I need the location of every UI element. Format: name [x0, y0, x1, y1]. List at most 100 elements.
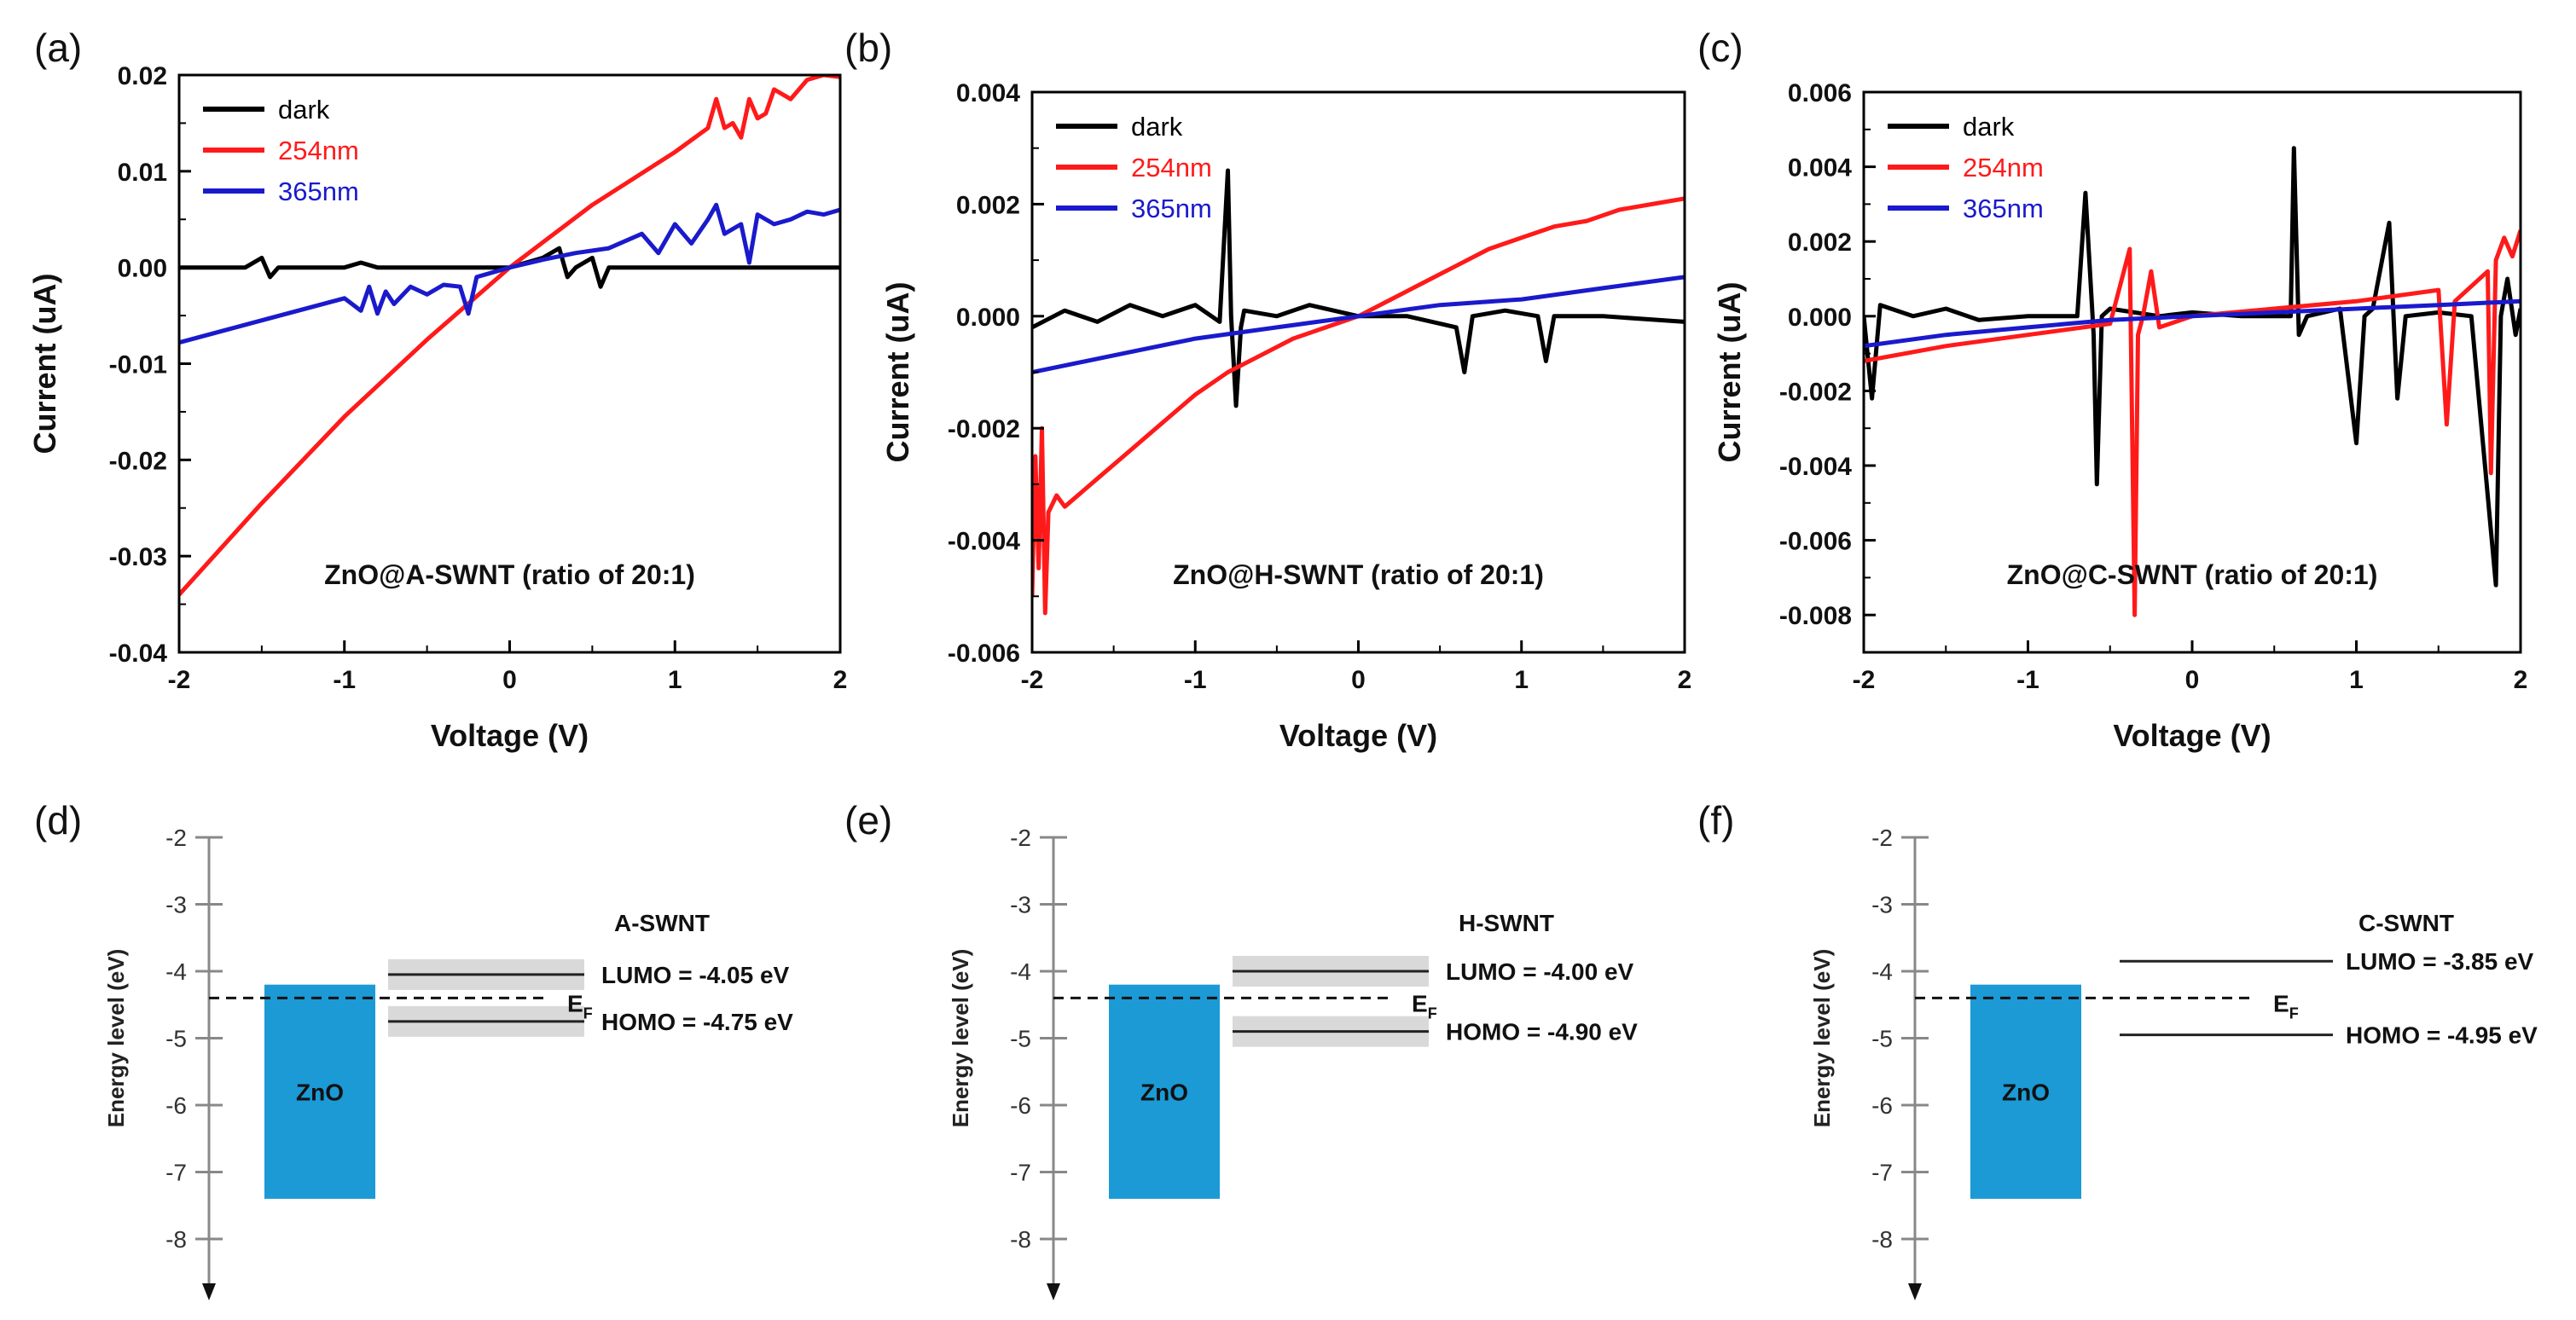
x-tick-label: -1 [333, 666, 356, 694]
energy-tick-label: -3 [1871, 892, 1893, 918]
fermi-label-main: E [2273, 990, 2289, 1016]
lumo-label: LUMO = -4.00 eV [1446, 958, 1634, 985]
energy-tick-label: -6 [165, 1092, 187, 1119]
chart-annotation: ZnO@A-SWNT (ratio of 20:1) [324, 559, 695, 590]
chart-annotation: ZnO@H-SWNT (ratio of 20:1) [1173, 559, 1544, 590]
x-tick-label: -2 [168, 666, 191, 694]
energy-tick-label: -4 [165, 958, 187, 985]
panel-label: (f) [1697, 798, 1734, 842]
x-tick-label: 1 [2349, 666, 2364, 694]
y-axis-label: Current (uA) [880, 282, 915, 463]
y-tick-label: -0.002 [948, 415, 1020, 443]
energy-axis-label: Energy level (eV) [1809, 949, 1835, 1128]
iv-chart-b: -2 -1 0 1 2 -0.006 -0.004 -0.002 0.000 0.002 0.004… [880, 79, 1691, 753]
legend-label-dark: dark [278, 95, 330, 124]
zno-band-block [1970, 984, 2081, 1199]
x-tick-label: 2 [2514, 666, 2528, 694]
energy-tick-label: -8 [165, 1226, 187, 1253]
iv-chart-a: -2 -1 0 1 2 -0.04 -0.03 -0.02 -0.01 0.00 0.01 0.02 V… [27, 62, 847, 753]
fermi-label-sub: F [1428, 1004, 1437, 1022]
fermi-label: EF [567, 990, 593, 1022]
y-tick-label: -0.004 [948, 528, 1020, 556]
energy-tick-label: -7 [1010, 1160, 1031, 1186]
legend-label-254nm: 254nm [1131, 153, 1212, 182]
x-tick-label: -1 [2016, 666, 2039, 694]
energy-tick-label: -5 [1871, 1026, 1893, 1052]
x-axis-label: Voltage (V) [431, 718, 589, 753]
swnt-name: H-SWNT [1459, 910, 1554, 936]
zno-label: ZnO [2002, 1079, 2050, 1105]
legend-label-365nm: 365nm [1131, 194, 1212, 223]
homo-label: HOMO = -4.95 eV [2346, 1022, 2538, 1049]
zno-band-block [1109, 984, 1220, 1199]
x-tick-label: 2 [1678, 666, 1692, 694]
energy-tick-label: -7 [165, 1160, 187, 1186]
x-tick-label: 0 [2185, 666, 2200, 694]
energy-diagram-d: -2 -3 -4 -5 -6 -7 -8 Energy level (eV) ZnO EF A-SW… [103, 825, 793, 1300]
energy-diagram-f: -2 -3 -4 -5 -6 -7 -8 Energy level (eV) ZnO EF C-SW… [1809, 825, 2538, 1300]
x-tick-label: 1 [668, 666, 682, 694]
y-axis-label: Current (uA) [1712, 282, 1747, 463]
fermi-label: EF [2273, 990, 2299, 1022]
arrow-down-icon [202, 1283, 216, 1300]
lumo-label: LUMO = -4.05 eV [601, 962, 790, 988]
panel-label: (b) [844, 26, 892, 70]
lumo-label: LUMO = -3.85 eV [2346, 948, 2534, 975]
zno-label: ZnO [296, 1079, 344, 1105]
legend-label-dark: dark [1963, 112, 2015, 142]
zno-band-block [264, 984, 375, 1199]
legend-label-254nm: 254nm [1963, 153, 2044, 182]
y-tick-label: 0.02 [118, 62, 167, 90]
x-tick-label: -2 [1021, 666, 1044, 694]
energy-tick-label: -4 [1871, 958, 1893, 985]
energy-diagram-e: -2 -3 -4 -5 -6 -7 -8 Energy level (eV) ZnO EF H-SW… [948, 825, 1638, 1300]
y-tick-label: -0.01 [109, 351, 167, 379]
energy-tick-label: -8 [1010, 1226, 1031, 1253]
panel-label: (c) [1697, 26, 1743, 70]
x-tick-label: -1 [1184, 666, 1207, 694]
energy-tick-label: -2 [1871, 825, 1893, 851]
y-tick-label: -0.002 [1779, 378, 1852, 406]
energy-tick-label: -5 [1010, 1026, 1031, 1052]
y-tick-label: 0.002 [1788, 229, 1852, 257]
fermi-label-main: E [567, 990, 583, 1016]
x-tick-label: 0 [502, 666, 517, 694]
energy-tick-label: -6 [1010, 1092, 1031, 1119]
swnt-name: C-SWNT [2358, 910, 2454, 936]
y-tick-label: 0.00 [118, 255, 167, 283]
y-tick-label: 0.004 [1788, 154, 1852, 182]
y-tick-label: 0.004 [956, 79, 1020, 107]
homo-label: HOMO = -4.90 eV [1446, 1019, 1638, 1045]
fermi-label-sub: F [2289, 1004, 2299, 1022]
y-tick-label: -0.004 [1779, 453, 1852, 481]
y-tick-label: -0.006 [948, 640, 1020, 668]
legend-label-365nm: 365nm [278, 177, 359, 206]
fermi-label-main: E [1412, 990, 1428, 1016]
series-line-dark [1032, 168, 1685, 408]
energy-tick-label: -4 [1010, 958, 1031, 985]
series-line-365nm [1032, 275, 1685, 374]
x-axis-label: Voltage (V) [1279, 718, 1437, 753]
y-tick-label: -0.04 [109, 640, 168, 668]
energy-tick-label: -6 [1871, 1092, 1893, 1119]
series-line-365nm [179, 202, 840, 345]
series-line-254nm [179, 75, 840, 596]
series-line-365nm [1864, 298, 2521, 349]
y-tick-label: -0.008 [1779, 602, 1852, 630]
y-tick-label: -0.006 [1779, 528, 1852, 556]
legend-label-dark: dark [1131, 112, 1183, 142]
zno-label: ZnO [1140, 1079, 1188, 1105]
y-tick-label: 0.000 [1788, 304, 1852, 332]
energy-tick-label: -8 [1871, 1226, 1893, 1253]
y-tick-label: 0.006 [1788, 79, 1852, 107]
arrow-down-icon [1047, 1283, 1060, 1300]
energy-tick-label: -5 [165, 1026, 187, 1052]
y-tick-label: 0.000 [956, 304, 1020, 332]
swnt-name: A-SWNT [614, 910, 710, 936]
x-tick-label: -2 [1853, 666, 1876, 694]
y-tick-label: 0.002 [956, 191, 1020, 219]
energy-tick-label: -3 [165, 892, 187, 918]
chart-annotation: ZnO@C-SWNT (ratio of 20:1) [2007, 559, 2378, 590]
x-tick-label: 2 [833, 666, 848, 694]
